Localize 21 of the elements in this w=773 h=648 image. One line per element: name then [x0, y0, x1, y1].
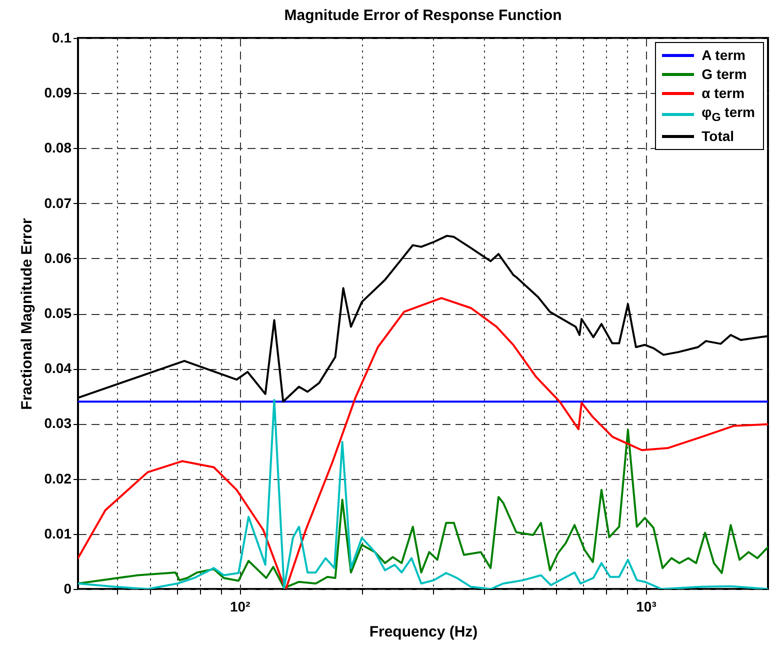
legend-label: A term [702, 46, 746, 65]
y-tick-label: 0.07 [44, 194, 72, 211]
legend-label: G term [702, 65, 747, 84]
y-tick-label: 0.04 [44, 360, 72, 376]
x-axis-title: Frequency (Hz) [369, 624, 478, 640]
y-tick-label: 0.03 [44, 415, 72, 432]
legend-label: Total [702, 126, 734, 146]
y-tick-label: 0.1 [52, 30, 72, 46]
y-tick-label: 0.08 [44, 140, 72, 156]
y-tick-label: 0.06 [44, 250, 72, 266]
y-tick-label: 0.05 [44, 305, 72, 321]
chart-title: Magnitude Error of Response Function [284, 7, 562, 24]
y-tick-label: 0.09 [44, 84, 72, 101]
y-tick-label: 0 [64, 580, 72, 596]
y-tick-label: 0.01 [44, 525, 72, 542]
legend-label: α term [702, 84, 745, 103]
y-tick-label: 0.02 [44, 470, 72, 486]
y-axis-title: Fractional Magnitude Error [18, 218, 36, 410]
legend-label: φ$_{G}$ term [702, 103, 755, 126]
x-tick-label: 10³ [636, 598, 657, 614]
x-tick-label: 10² [230, 598, 251, 614]
